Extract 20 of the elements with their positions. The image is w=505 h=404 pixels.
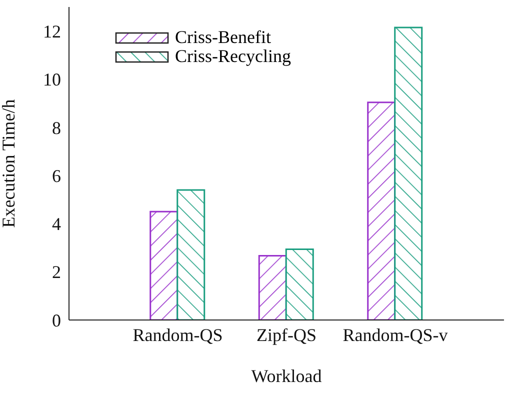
- x-tick-label: Random-QS-v: [342, 324, 448, 345]
- y-tick-label: 0: [52, 310, 61, 330]
- y-tick-label: 12: [43, 21, 61, 42]
- y-tick-label: 6: [52, 166, 61, 186]
- legend-label: Criss-Benefit: [175, 27, 271, 48]
- y-tick-label: 4: [52, 214, 61, 234]
- x-axis-title: Workload: [251, 366, 322, 386]
- bar: [258, 254, 287, 320]
- legend-label: Criss-Recycling: [175, 46, 291, 67]
- bar: [150, 210, 178, 320]
- bar: [176, 189, 206, 320]
- x-tick-label: Zipf-QS: [256, 324, 316, 345]
- y-axis-title: Execution Time/h: [0, 99, 18, 228]
- bar: [394, 26, 423, 320]
- y-tick-label: 8: [52, 118, 61, 138]
- y-tick-label: 2: [52, 262, 61, 282]
- y-tick-label: 10: [43, 70, 61, 90]
- bar: [285, 248, 314, 320]
- x-tick-label: Random-QS: [132, 324, 223, 345]
- bar: [367, 102, 396, 320]
